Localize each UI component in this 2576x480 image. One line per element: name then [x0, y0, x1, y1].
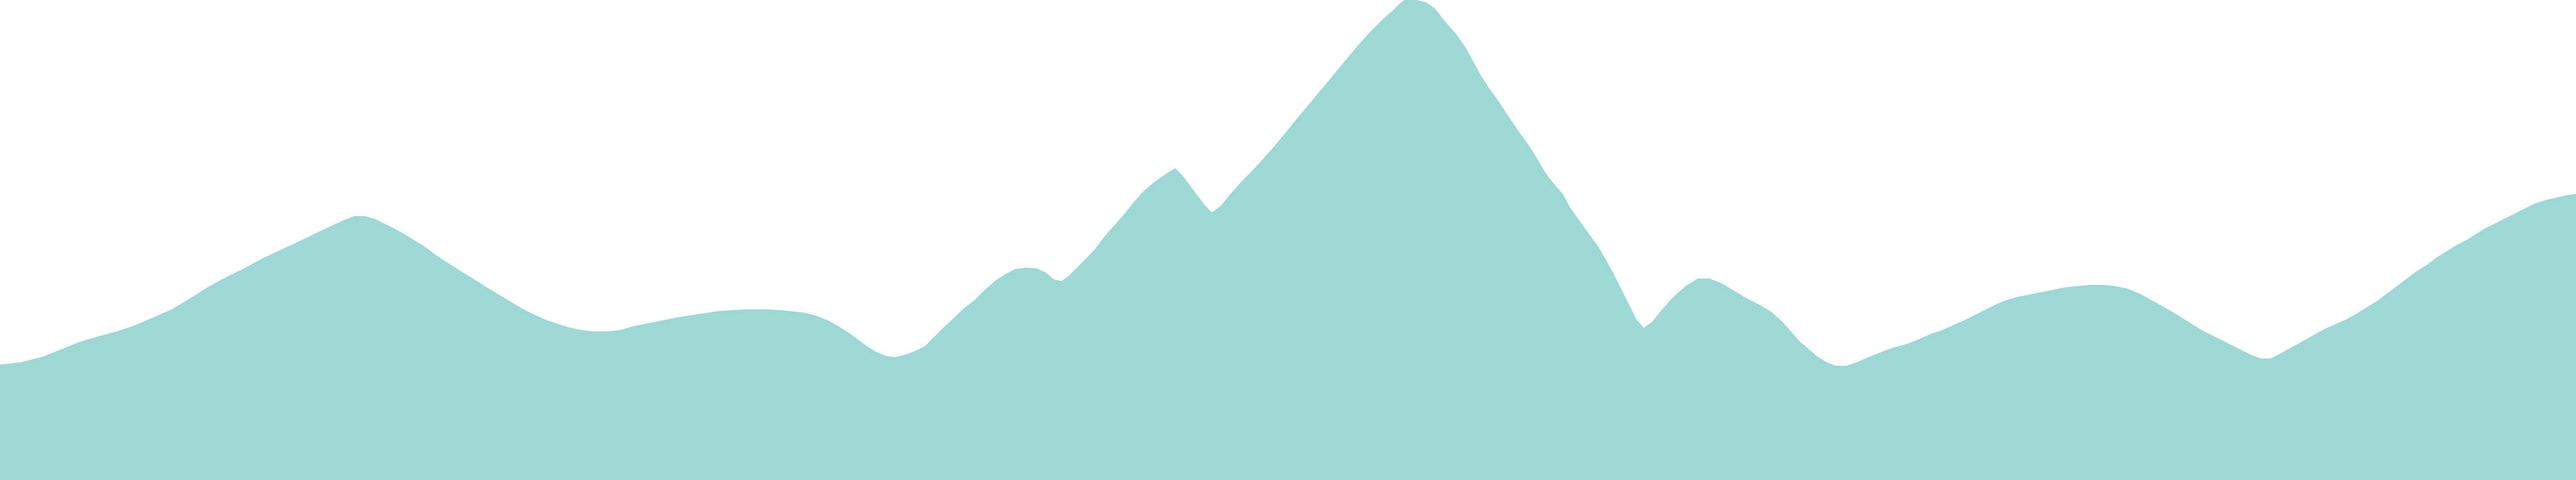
mountain-ridge-shape	[0, 0, 2576, 480]
mountain-silhouette-graphic	[0, 0, 2576, 480]
banner-canvas	[0, 0, 2576, 480]
